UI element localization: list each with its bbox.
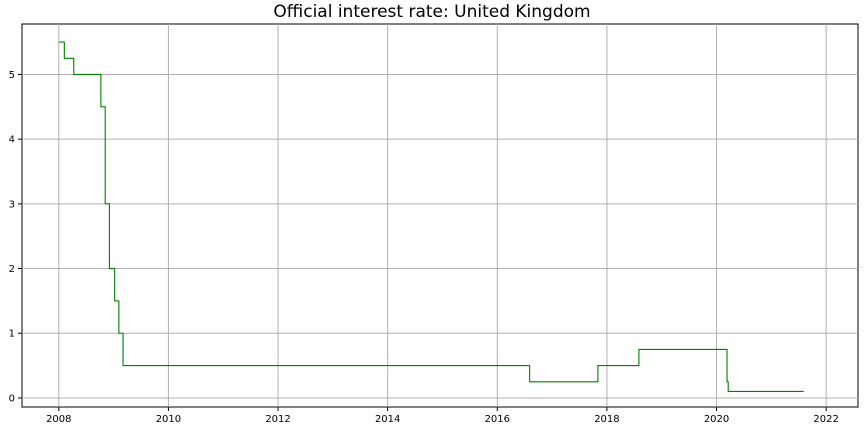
y-tick-label: 0 — [9, 393, 15, 404]
chart-title: Official interest rate: United Kingdom — [273, 2, 591, 22]
grid-lines — [22, 24, 858, 407]
series-layer — [58, 41, 804, 393]
plot-area — [21, 23, 859, 408]
x-tick-label: 2016 — [485, 414, 510, 425]
y-tick-label: 4 — [9, 135, 15, 146]
y-tick-label: 5 — [9, 70, 15, 81]
x-tick-label: 2010 — [156, 414, 181, 425]
x-tick-label: 2020 — [704, 414, 729, 425]
series-line — [58, 41, 804, 393]
y-tick-label: 1 — [9, 329, 15, 340]
y-tick-label: 2 — [9, 264, 15, 275]
axis-ticks: 2008 2010 2012 2014 2016 2018 2020 2022 0 1 2 3 4 5 — [9, 70, 839, 425]
x-tick-label: 2008 — [46, 414, 71, 425]
x-tick-label: 2018 — [594, 414, 619, 425]
x-tick-label: 2012 — [265, 414, 290, 425]
x-tick-label: 2014 — [375, 414, 400, 425]
x-tick-label: 2022 — [813, 414, 838, 425]
y-tick-label: 3 — [9, 199, 15, 210]
